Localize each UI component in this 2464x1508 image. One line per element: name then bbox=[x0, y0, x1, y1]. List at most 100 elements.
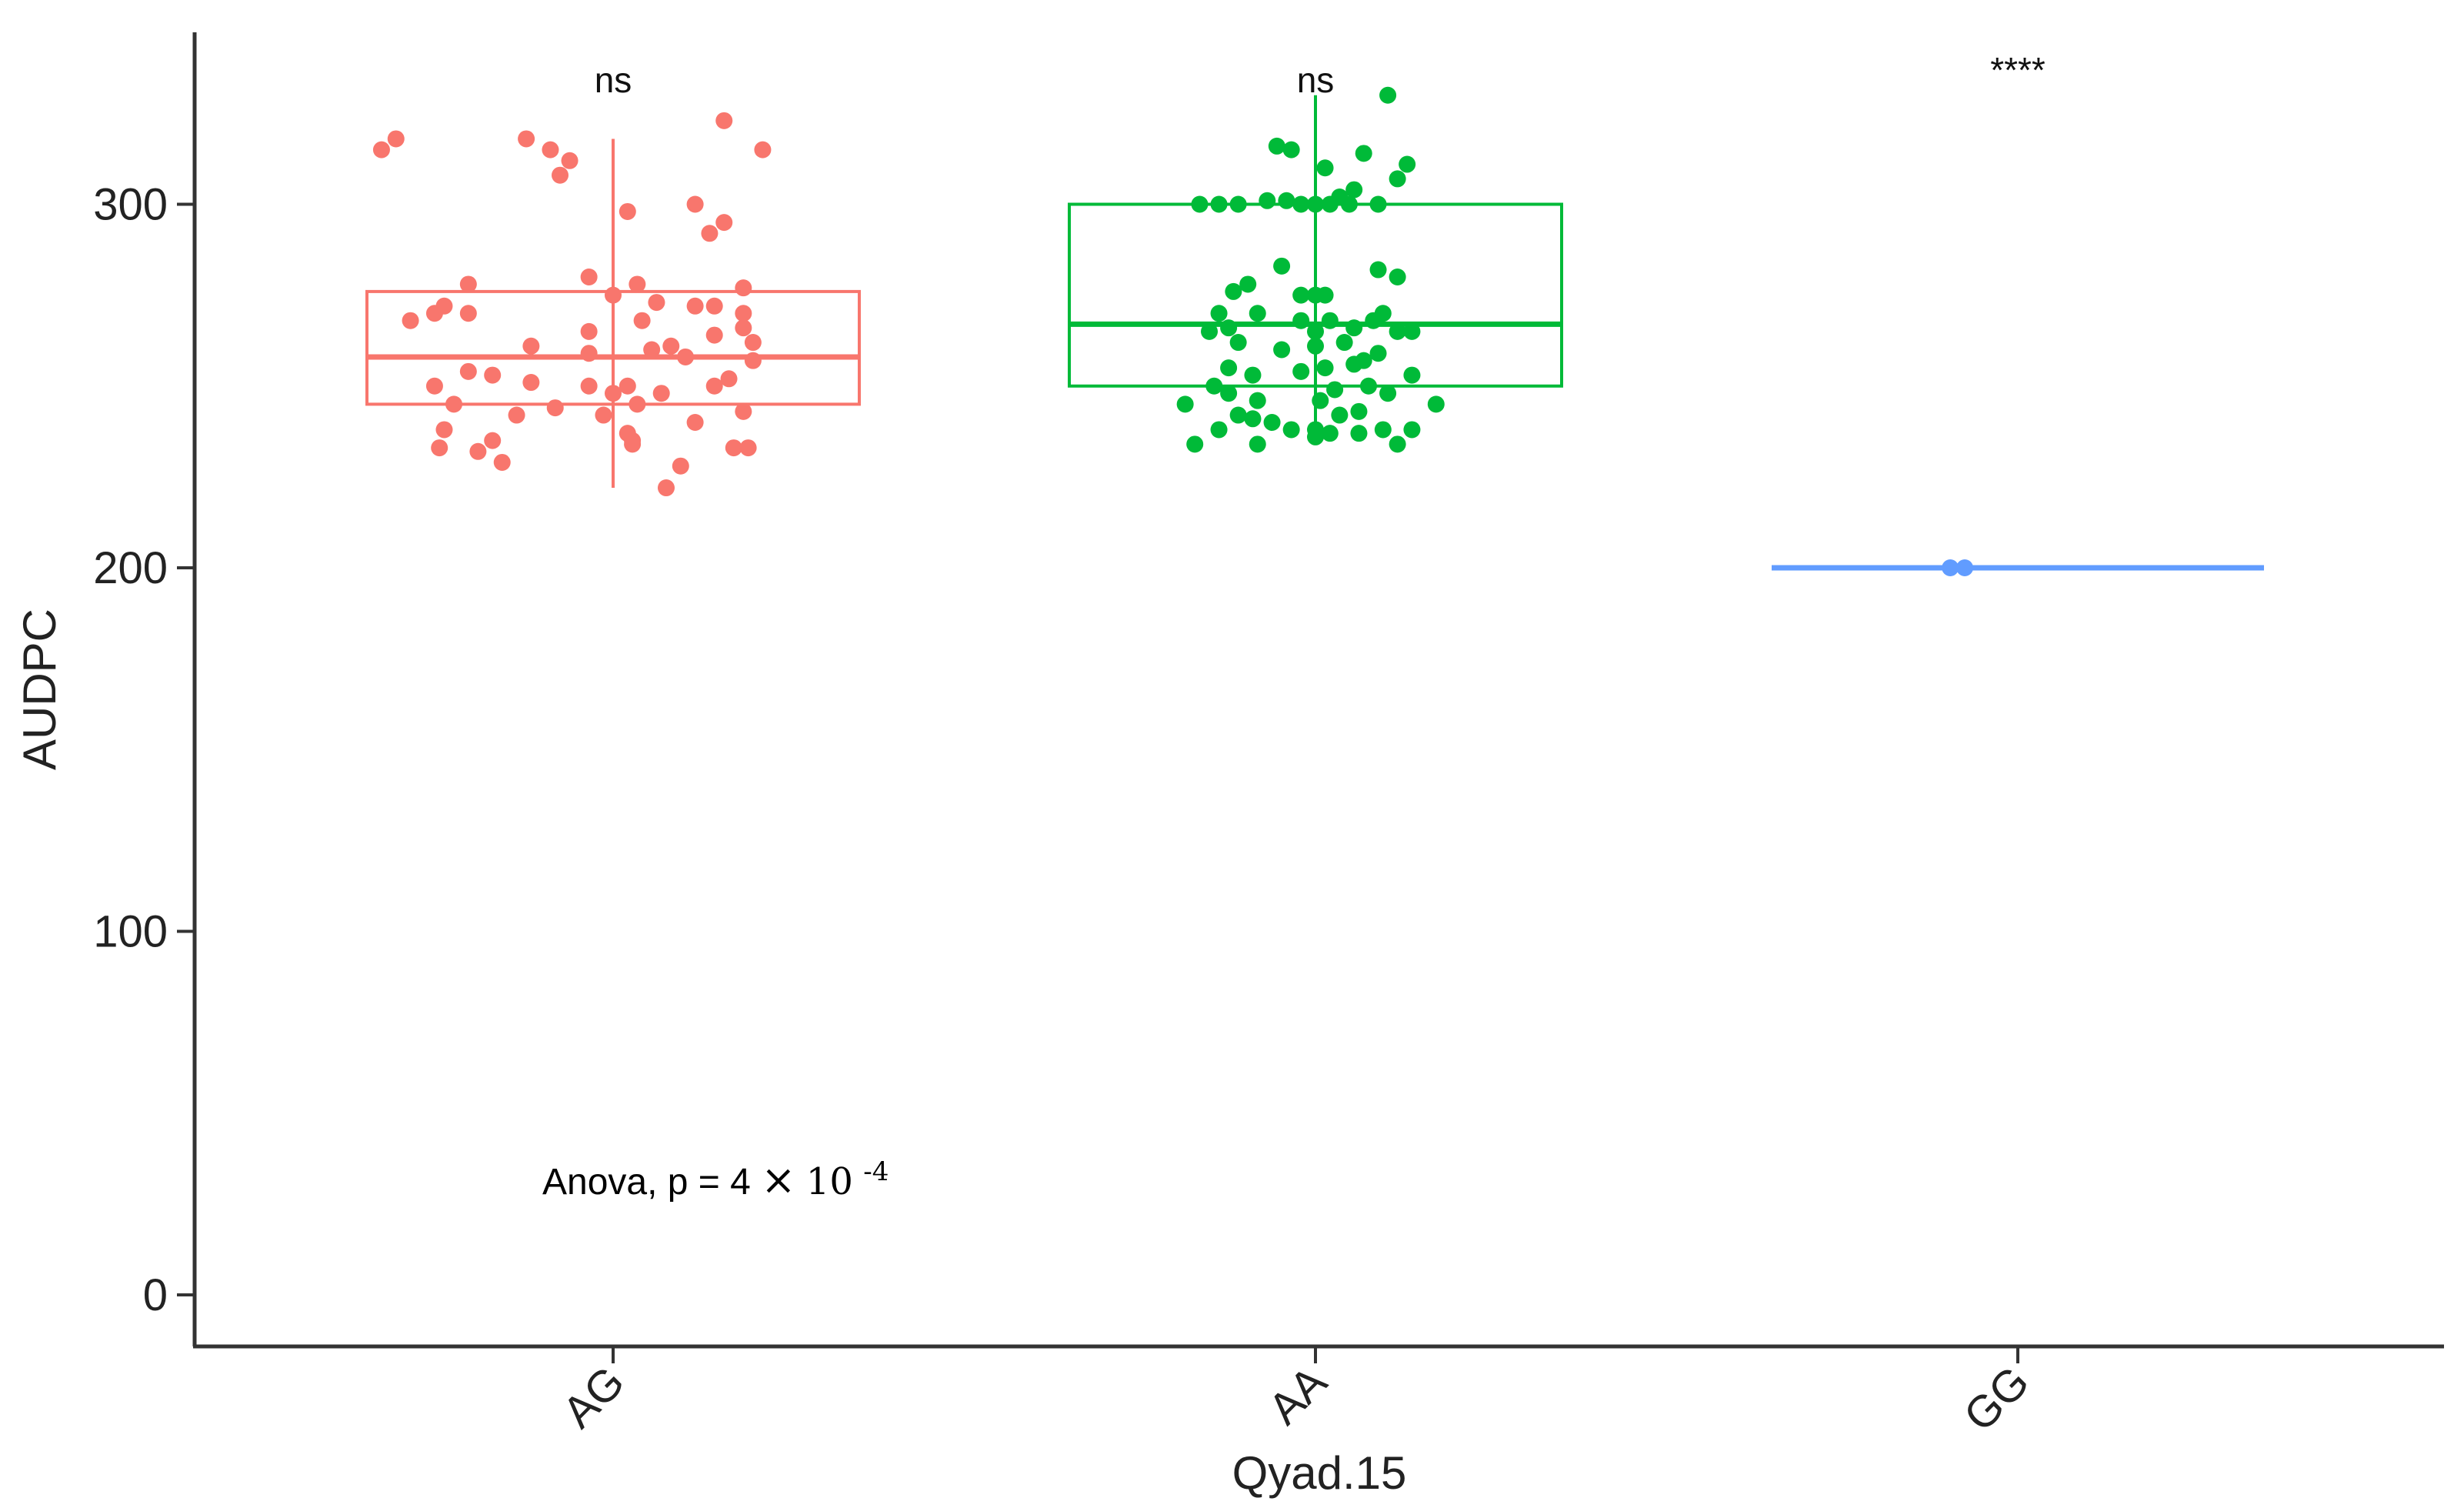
data-point-AA bbox=[1220, 359, 1238, 377]
data-point-AA bbox=[1403, 421, 1421, 439]
data-point-AA bbox=[1389, 170, 1406, 188]
data-point-AA bbox=[1292, 312, 1310, 329]
data-point-AA bbox=[1403, 322, 1421, 340]
x-axis-title: Qyad.15 bbox=[1232, 1447, 1407, 1499]
data-point-GG bbox=[1942, 559, 1959, 576]
data-point-AG bbox=[720, 370, 738, 388]
data-point-AG bbox=[425, 377, 443, 395]
data-point-AA bbox=[1307, 195, 1324, 213]
anova-annotation: Anova, p = 4 × 10 -4 bbox=[542, 1156, 889, 1204]
data-point-AG bbox=[484, 432, 502, 449]
data-point-AA bbox=[1263, 414, 1281, 431]
data-point-AG bbox=[580, 345, 598, 362]
data-point-AA bbox=[1239, 275, 1257, 293]
data-point-AG bbox=[686, 195, 704, 213]
x-tick-label: AA bbox=[1259, 1356, 1337, 1434]
data-point-AA bbox=[1427, 395, 1445, 413]
data-point-AG bbox=[522, 337, 540, 355]
data-point-AG bbox=[686, 414, 704, 431]
data-point-AG bbox=[459, 305, 477, 322]
data-point-AG bbox=[633, 312, 651, 329]
data-point-AA bbox=[1389, 435, 1406, 453]
data-point-AG bbox=[705, 297, 723, 315]
data-point-AG bbox=[469, 442, 487, 460]
data-point-AA bbox=[1379, 86, 1397, 104]
data-point-AG bbox=[619, 202, 636, 220]
data-point-AA bbox=[1292, 362, 1310, 380]
data-point-AG bbox=[705, 377, 723, 395]
data-point-AA bbox=[1359, 377, 1377, 395]
data-point-AA bbox=[1316, 159, 1334, 177]
data-point-AG bbox=[561, 152, 578, 169]
data-point-AG bbox=[508, 406, 525, 424]
data-point-AA bbox=[1205, 377, 1223, 395]
data-point-AA bbox=[1374, 421, 1392, 439]
data-point-AG bbox=[402, 312, 419, 329]
data-point-AA bbox=[1369, 261, 1387, 279]
anova-times: × bbox=[761, 1156, 795, 1204]
axes bbox=[192, 32, 2444, 1349]
data-point-AA bbox=[1225, 282, 1242, 300]
data-point-AG bbox=[580, 377, 598, 395]
data-point-AA bbox=[1273, 257, 1291, 275]
data-point-AG bbox=[387, 130, 405, 148]
data-point-AG bbox=[648, 294, 665, 312]
data-point-AA bbox=[1292, 286, 1310, 304]
data-point-AA bbox=[1316, 286, 1334, 304]
data-point-GG bbox=[1956, 559, 1974, 576]
data-point-AA bbox=[1369, 195, 1387, 213]
data-point-AA bbox=[1345, 181, 1363, 199]
data-point-AA bbox=[1210, 305, 1228, 322]
data-point-AG bbox=[580, 269, 598, 285]
y-axis-title: AUDPC bbox=[14, 609, 65, 770]
x-tick-label: GG bbox=[1954, 1356, 2039, 1441]
data-point-AG bbox=[629, 395, 646, 413]
data-point-AG bbox=[701, 225, 719, 242]
data-point-AA bbox=[1220, 319, 1238, 337]
data-point-AG bbox=[580, 322, 598, 340]
data-point-AA bbox=[1321, 425, 1339, 442]
data-point-AA bbox=[1244, 366, 1262, 384]
data-point-AA bbox=[1307, 428, 1324, 445]
ticks: 0 100 200 300 AG AA GG bbox=[93, 180, 2039, 1441]
data-point-AA bbox=[1210, 195, 1228, 213]
data-point-AG bbox=[754, 141, 772, 158]
data-point-AG bbox=[686, 297, 704, 315]
data-point-AG bbox=[629, 275, 646, 293]
significance-label-AA: ns bbox=[1297, 60, 1335, 100]
data-point-AA bbox=[1282, 141, 1300, 158]
data-point-AA bbox=[1249, 305, 1266, 322]
data-point-AG bbox=[493, 453, 511, 471]
data-point-AA bbox=[1355, 145, 1372, 162]
data-point-AG bbox=[705, 326, 723, 344]
data-point-AG bbox=[715, 214, 733, 232]
data-point-AA bbox=[1268, 137, 1285, 155]
data-point-AA bbox=[1201, 322, 1219, 340]
data-point-AA bbox=[1345, 319, 1363, 337]
data-point-AG bbox=[484, 366, 502, 384]
data-point-AA bbox=[1326, 381, 1344, 399]
data-point-AG bbox=[739, 439, 757, 457]
anova-base: 10 bbox=[806, 1160, 853, 1203]
data-point-AA bbox=[1350, 402, 1368, 420]
data-point-AA bbox=[1191, 195, 1209, 213]
data-point-AA bbox=[1249, 435, 1266, 453]
y-tick-label: 100 bbox=[93, 907, 168, 957]
data-point-AG bbox=[677, 348, 695, 365]
data-point-AG bbox=[595, 406, 612, 424]
y-tick-label: 0 bbox=[143, 1270, 168, 1320]
data-point-AG bbox=[459, 275, 477, 293]
data-point-AG bbox=[662, 337, 680, 355]
data-point-AA bbox=[1389, 269, 1406, 285]
data-point-AG bbox=[744, 352, 762, 369]
data-point-AA bbox=[1403, 366, 1421, 384]
data-point-AA bbox=[1278, 192, 1295, 209]
data-point-AG bbox=[445, 395, 463, 413]
data-point-AG bbox=[624, 435, 642, 453]
data-point-AG bbox=[619, 377, 636, 395]
data-point-AA bbox=[1259, 192, 1276, 209]
data-point-AG bbox=[715, 112, 733, 129]
significance-label-GG: **** bbox=[1990, 50, 2046, 90]
data-point-AA bbox=[1374, 305, 1392, 322]
